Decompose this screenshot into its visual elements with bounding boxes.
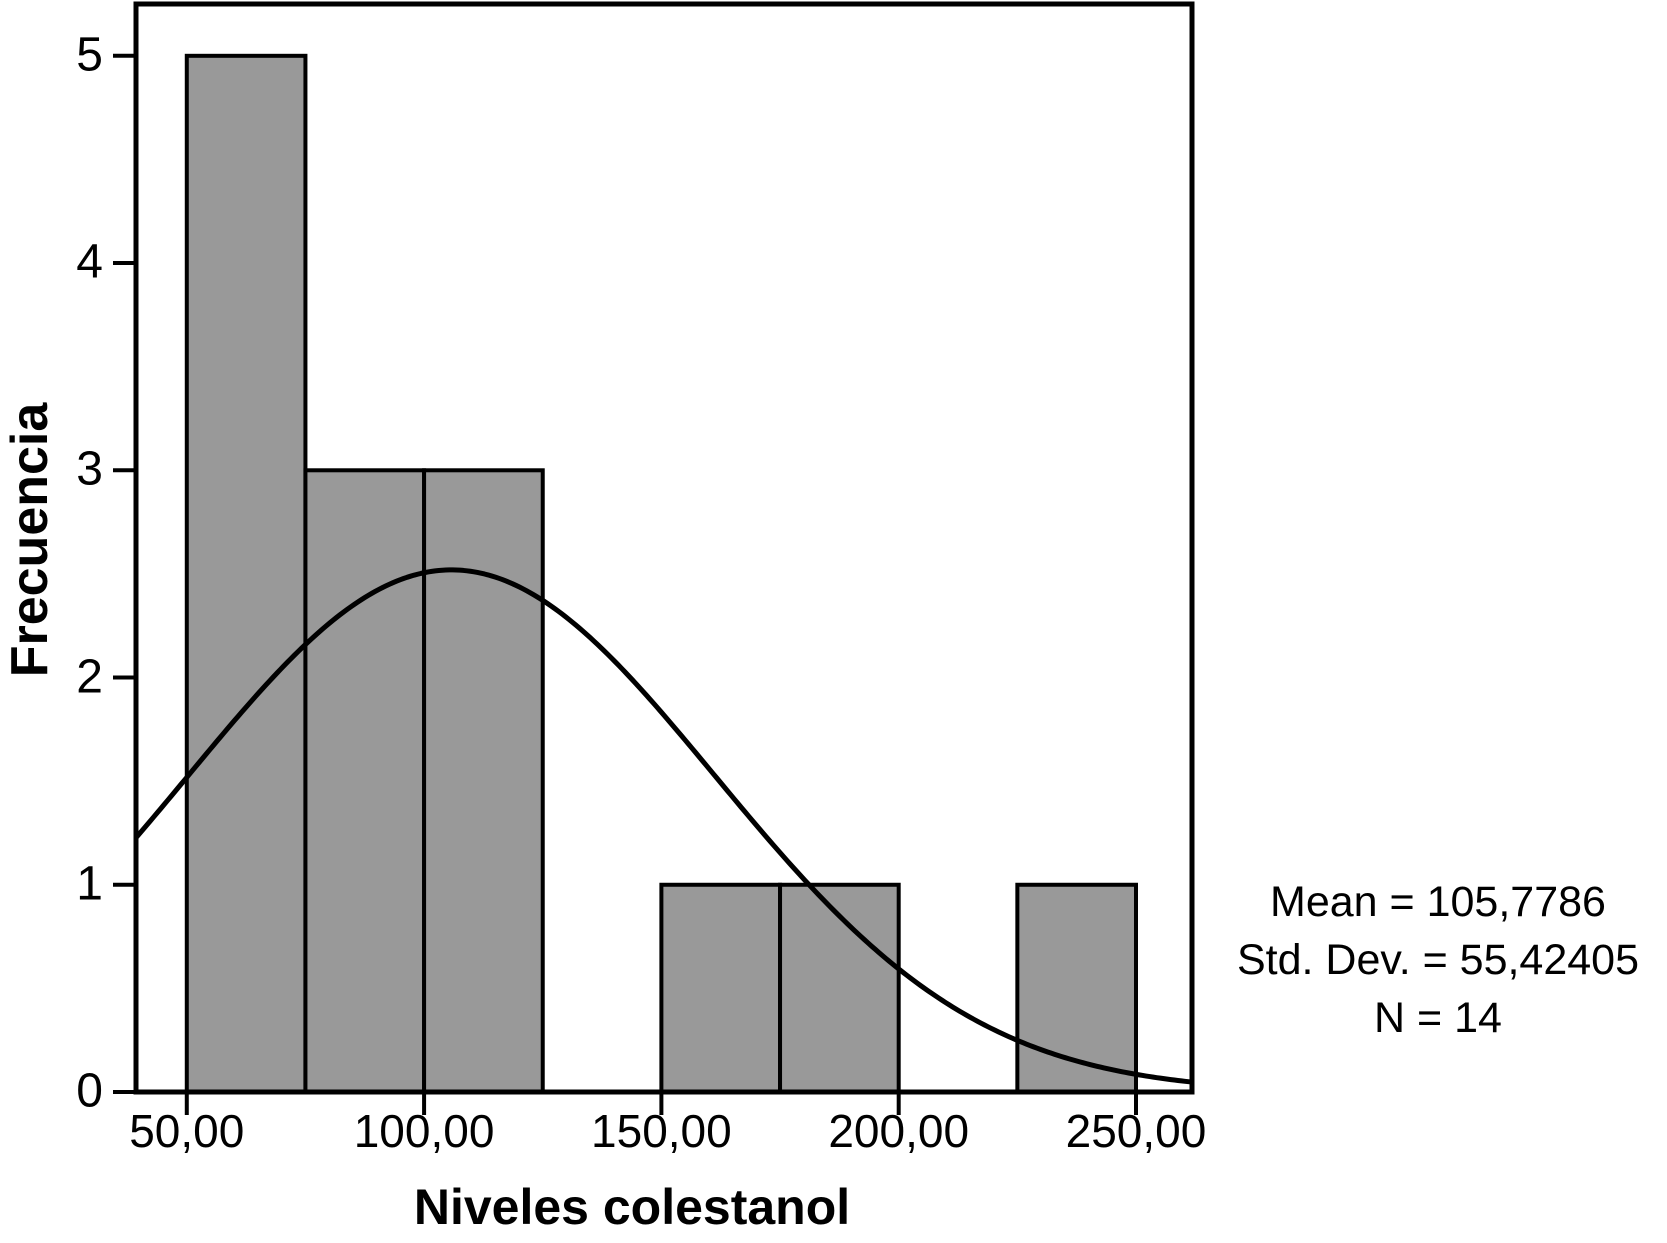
x-tick-label: 150,00 (591, 1105, 732, 1157)
x-axis-title: Niveles colestanol (413, 1179, 851, 1235)
x-tick-label: 250,00 (1065, 1105, 1207, 1157)
y-tick-label: 3 (76, 442, 103, 496)
y-axis-title: Frecuencia (1, 402, 59, 678)
y-tick-label: 1 (76, 857, 103, 911)
stat-mean: Mean = 105,7786 (1270, 878, 1606, 926)
y-tick-label: 4 (76, 235, 103, 289)
x-tick-label: 50,00 (129, 1105, 245, 1157)
stats-annotation: Mean = 105,7786 Std. Dev. = 55,42405 N =… (1210, 873, 1666, 1047)
y-tick-label: 5 (76, 28, 103, 82)
plot-frame (133, 1, 1195, 1095)
histogram-bar (1015, 882, 1138, 1094)
stat-n: N = 14 (1374, 994, 1502, 1042)
stat-std-dev: Std. Dev. = 55,42405 (1236, 936, 1639, 984)
histogram-bar (422, 468, 545, 1094)
x-tick-label: 100,00 (353, 1105, 495, 1157)
histogram-bar (184, 53, 308, 1094)
y-tick-label: 0 (76, 1064, 103, 1118)
x-tick-label: 200,00 (828, 1105, 970, 1157)
histogram-bar (303, 468, 427, 1094)
y-tick-label: 2 (76, 650, 103, 704)
normal-curve (133, 567, 1195, 1085)
histogram-bar (659, 882, 783, 1094)
